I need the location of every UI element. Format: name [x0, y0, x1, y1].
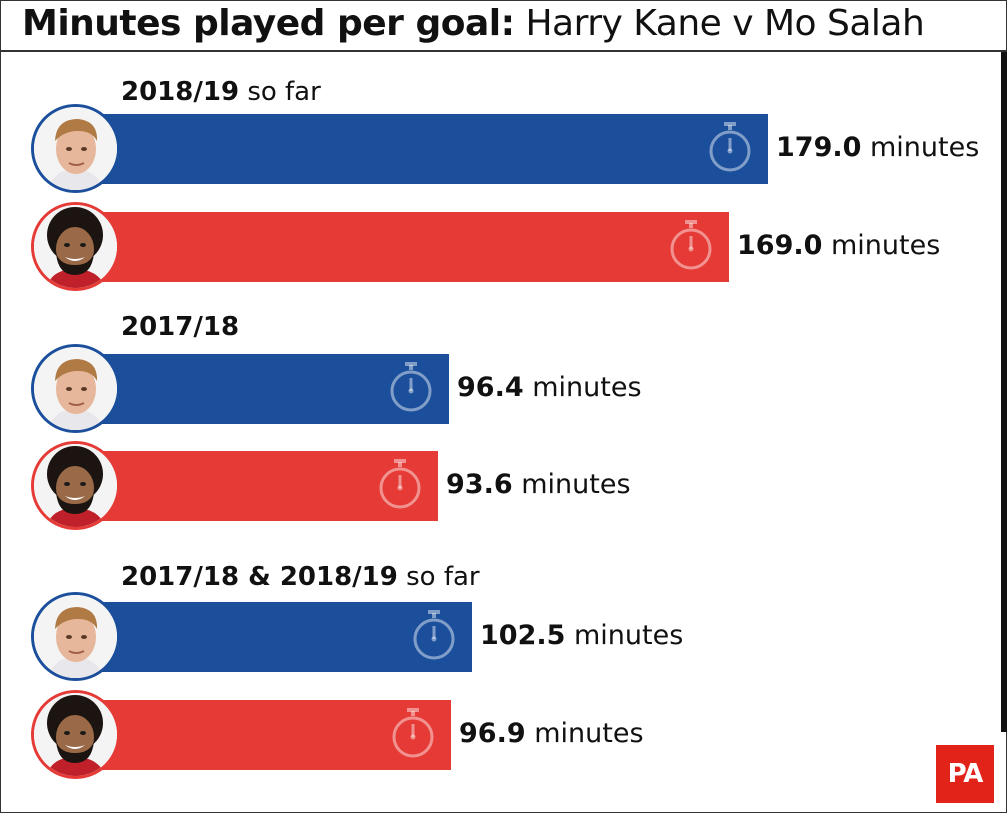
group-label-bold: 2018/19 — [121, 77, 240, 107]
value-number: 179.0 — [776, 132, 862, 163]
bar-kane — [76, 114, 768, 184]
value-unit: minutes — [521, 469, 631, 500]
chart-title: Minutes played per goal: Harry Kane v Mo… — [22, 2, 925, 46]
value-number: 102.5 — [480, 620, 566, 651]
player-face-icon — [31, 202, 120, 291]
stopwatch-icon — [391, 706, 435, 760]
bar-kane — [76, 354, 449, 424]
value-number: 96.9 — [459, 718, 526, 749]
group-label-regular: so far — [247, 77, 321, 107]
value-label: 179.0 minutes — [776, 132, 979, 164]
value-number: 96.4 — [457, 372, 524, 403]
player-face-icon — [31, 690, 120, 779]
player-face-icon — [31, 104, 120, 193]
group-label: 2017/18 & 2018/19 so far — [121, 561, 480, 593]
stopwatch-icon — [378, 457, 422, 511]
bar-kane — [76, 602, 472, 672]
value-number: 93.6 — [446, 469, 513, 500]
value-label: 93.6 minutes — [446, 469, 631, 501]
value-unit: minutes — [870, 132, 980, 163]
stopwatch-icon — [669, 218, 713, 272]
player-face-icon — [31, 344, 120, 433]
player-face-icon — [31, 592, 120, 681]
value-label: 169.0 minutes — [737, 230, 940, 262]
player-face-icon — [31, 441, 120, 530]
stopwatch-icon — [412, 608, 456, 662]
value-unit: minutes — [831, 230, 941, 261]
value-unit: minutes — [532, 372, 642, 403]
bar-salah — [76, 451, 438, 521]
value-number: 169.0 — [737, 230, 823, 261]
stopwatch-icon — [389, 360, 433, 414]
group-label-bold: 2017/18 & 2018/19 — [121, 562, 398, 592]
pa-logo: PA — [936, 745, 994, 803]
value-label: 102.5 minutes — [480, 620, 683, 652]
value-unit: minutes — [534, 718, 644, 749]
chart-title-regular: Harry Kane v Mo Salah — [525, 3, 925, 44]
edge-strip — [1001, 52, 1007, 732]
bar-salah — [76, 700, 451, 770]
value-unit: minutes — [574, 620, 684, 651]
chart-title-bold: Minutes played per goal: — [22, 3, 515, 44]
group-label: 2018/19 so far — [121, 76, 321, 108]
value-label: 96.4 minutes — [457, 372, 642, 404]
bar-salah — [76, 212, 729, 282]
title-divider — [0, 50, 1007, 52]
group-label-bold: 2017/18 — [121, 312, 240, 342]
group-label-regular: so far — [406, 562, 480, 592]
stopwatch-icon — [708, 120, 752, 174]
value-label: 96.9 minutes — [459, 718, 644, 750]
group-label: 2017/18 — [121, 311, 239, 343]
